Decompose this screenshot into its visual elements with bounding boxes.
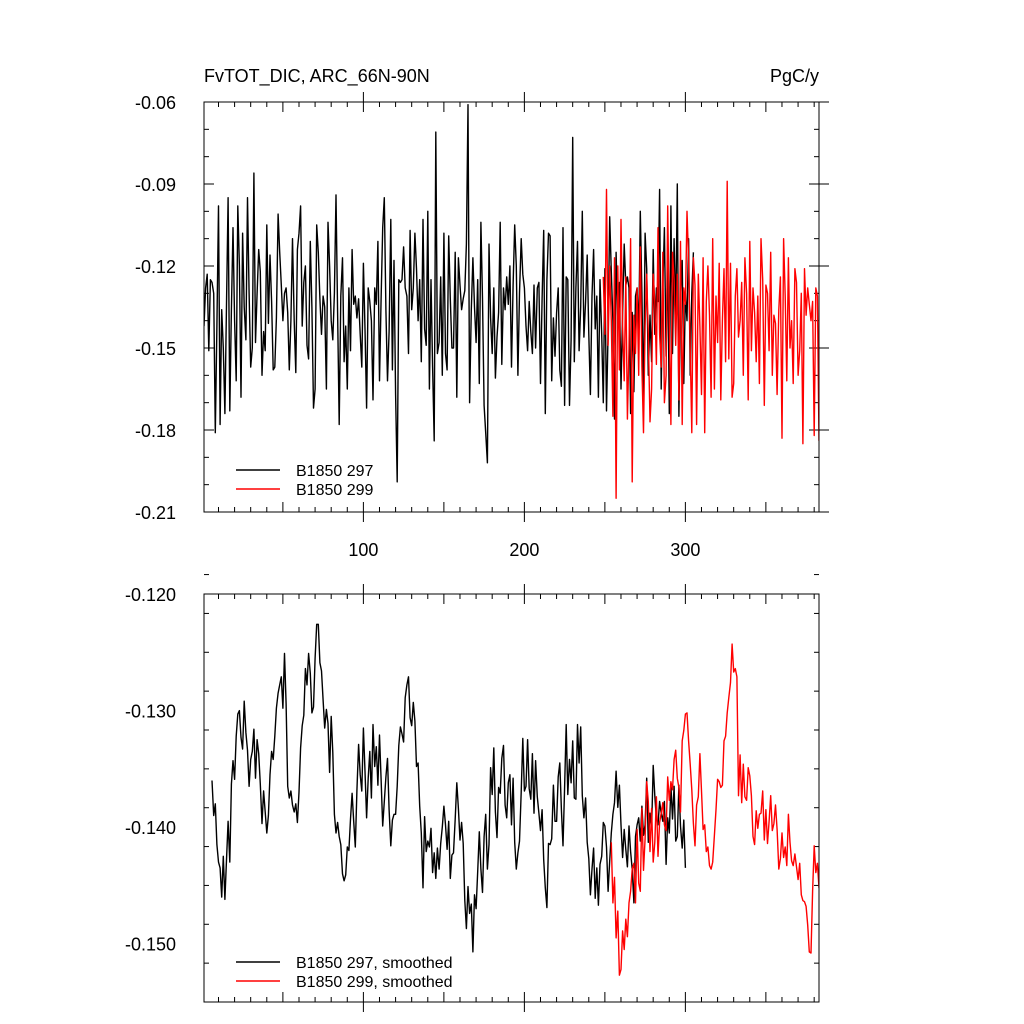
top-title-left: FvTOT_DIC, ARC_66N-90N: [204, 66, 430, 87]
top-y-tick-label: -0.21: [135, 503, 176, 523]
bottom-series-line-2: [610, 643, 819, 976]
bottom-legend-label-1: B1850 297, smoothed: [296, 955, 453, 972]
bottom-plot-area: -0.150 -0.140 -0.130 -0.120 B1850 297, smoot…: [125, 574, 819, 1012]
top-y-tick-label: -0.15: [135, 339, 176, 359]
top-y-tick-label: -0.06: [135, 93, 176, 113]
bottom-y-tick-label: -0.140: [125, 818, 176, 838]
top-legend-label-1: B1850 297: [296, 463, 374, 480]
top-plot-frame: [203, 101, 820, 513]
top-y-tick-label: -0.09: [135, 175, 176, 195]
top-panel: FvTOT_DIC, ARC_66N-90N PgC/y 100 200 300 -0…: [135, 66, 829, 560]
bottom-y-tick-label: -0.120: [125, 585, 176, 605]
bottom-plot-frame: [203, 593, 820, 1003]
top-x-tick-label: 100: [348, 540, 378, 560]
top-series-line-1: [204, 103, 695, 483]
top-y-tick-label: -0.12: [135, 257, 176, 277]
top-legend-label-2: B1850 299: [296, 482, 374, 499]
top-plot-area: 100 200 300 -0.21 -0.18 -0.15 -0.12 -0.09 -0.06 B…: [135, 92, 829, 560]
top-series-line-2: [602, 180, 819, 499]
top-y-tick-label: -0.18: [135, 421, 176, 441]
bottom-y-tick-label: -0.150: [125, 935, 176, 955]
top-x-tick-label: 300: [670, 540, 700, 560]
top-title-right: PgC/y: [770, 66, 819, 86]
top-x-tick-label: 200: [509, 540, 539, 560]
bottom-y-tick-label: -0.130: [125, 702, 176, 722]
bottom-series-line-1: [211, 623, 687, 953]
bottom-panel: -0.150 -0.140 -0.130 -0.120 B1850 297, smoot…: [125, 574, 820, 1012]
bottom-legend-label-2: B1850 299, smoothed: [296, 974, 453, 991]
